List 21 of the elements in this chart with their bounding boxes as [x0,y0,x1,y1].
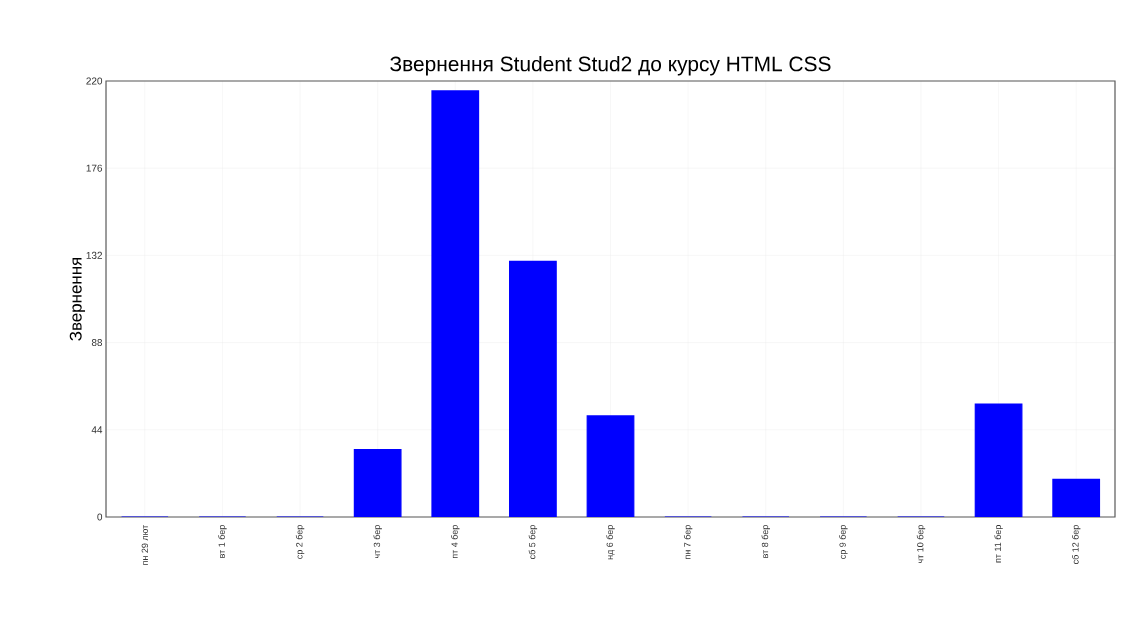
y-tick-label: 132 [86,251,102,259]
x-tick-label: ср 9 бер [839,525,848,559]
y-tick-label: 176 [86,164,103,172]
y-tick-label: 0 [97,513,103,521]
x-tick-label: пн 7 бер [683,525,693,559]
x-tick-label: сб 5 бер [528,525,538,559]
x-tick-label: ср 2 бер [295,525,305,559]
x-tick-label: вт 8 бер [761,525,770,558]
x-tick-label: пт 11 бер [994,525,1003,563]
chart-title: Звернення Student Stud2 до курсу HTML CSS [390,55,831,76]
x-tick-label: чт 10 бер [916,525,926,563]
y-tick-label: 88 [91,339,103,347]
x-tick-label: сб 12 бер [1071,525,1081,564]
x-tick-label: пт 4 бер [451,525,460,559]
y-tick-label: 44 [91,426,103,434]
y-axis-title: Звернення [69,257,86,341]
x-tick-label: чт 3 бер [373,525,382,558]
y-tick-label: 220 [86,77,103,85]
x-tick-label: пн 29 лют [141,524,148,565]
x-tick-label: вт 1 бер [218,525,227,558]
x-tick-label: нд 6 бер [606,525,615,560]
